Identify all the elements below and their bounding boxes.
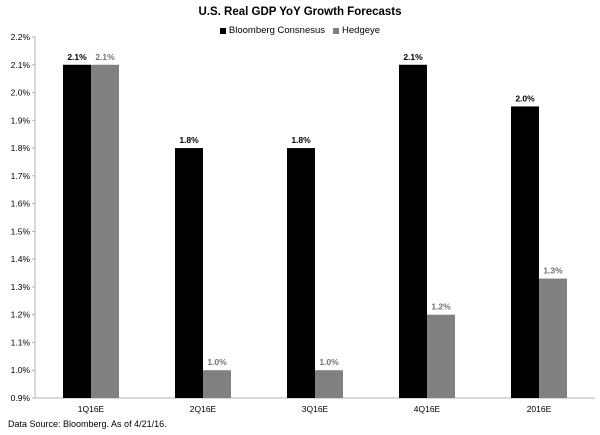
bar-bloomberg xyxy=(63,64,91,399)
legend-label-bloomberg: Bloomberg Consnesus xyxy=(228,25,326,36)
x-tick-label: 1Q16E xyxy=(78,404,105,414)
legend-item-bloomberg: Bloomberg Consnesus xyxy=(219,25,326,36)
data-label-bloomberg: 2.1% xyxy=(403,52,423,62)
data-label-bloomberg: 1.8% xyxy=(291,135,311,145)
bar-bloomberg xyxy=(175,148,203,398)
data-label-bloomberg: 2.1% xyxy=(67,52,87,62)
data-label-bloomberg: 2.0% xyxy=(515,93,535,103)
bar-bloomberg xyxy=(511,106,539,398)
data-label-hedgeye: 1.2% xyxy=(431,302,451,312)
y-tick-label: 1.1% xyxy=(11,337,31,347)
data-label-hedgeye: 2.1% xyxy=(95,52,115,62)
y-tick-label: 2.1% xyxy=(11,60,31,70)
bar-bloomberg xyxy=(399,64,427,399)
y-tick-label: 1.8% xyxy=(11,143,31,153)
x-tick-label: 2Q16E xyxy=(190,404,217,414)
y-tick-label: 1.7% xyxy=(11,171,31,181)
data-label-bloomberg: 1.8% xyxy=(179,135,199,145)
y-tick-label: 1.0% xyxy=(11,365,31,375)
bar-hedgeye xyxy=(91,64,119,399)
bar-hedgeye xyxy=(315,370,343,398)
legend: Bloomberg Consnesus Hedgeye xyxy=(0,25,600,36)
bar-hedgeye xyxy=(203,370,231,398)
data-label-hedgeye: 1.3% xyxy=(543,266,563,276)
legend-label-hedgeye: Hedgeye xyxy=(342,25,381,36)
y-tick-label: 1.5% xyxy=(11,226,31,236)
footnote: Data Source: Bloomberg. As of 4/21/16. xyxy=(8,419,167,429)
x-tick-label: 2016E xyxy=(527,404,552,414)
bar-hedgeye xyxy=(539,278,567,398)
chart-title: U.S. Real GDP YoY Growth Forecasts xyxy=(198,6,402,18)
y-tick-label: 0.9% xyxy=(11,393,31,403)
y-tick-label: 2.0% xyxy=(11,88,31,98)
y-tick-label: 1.2% xyxy=(11,310,31,320)
legend-item-hedgeye: Hedgeye xyxy=(333,25,380,36)
y-tick-label: 1.6% xyxy=(11,199,31,209)
bar-bloomberg xyxy=(287,148,315,398)
y-tick-label: 1.4% xyxy=(11,254,31,264)
y-tick-label: 1.3% xyxy=(11,282,31,292)
data-label-hedgeye: 1.0% xyxy=(207,357,227,367)
data-label-hedgeye: 1.0% xyxy=(319,357,339,367)
legend-swatch-hedgeye xyxy=(333,27,340,34)
x-tick-label: 4Q16E xyxy=(414,404,441,414)
legend-swatch-bloomberg xyxy=(219,27,226,34)
x-tick-label: 3Q16E xyxy=(302,404,329,414)
y-tick-label: 2.2% xyxy=(11,32,31,42)
bar-hedgeye xyxy=(427,314,455,398)
y-tick-label: 1.9% xyxy=(11,115,31,125)
